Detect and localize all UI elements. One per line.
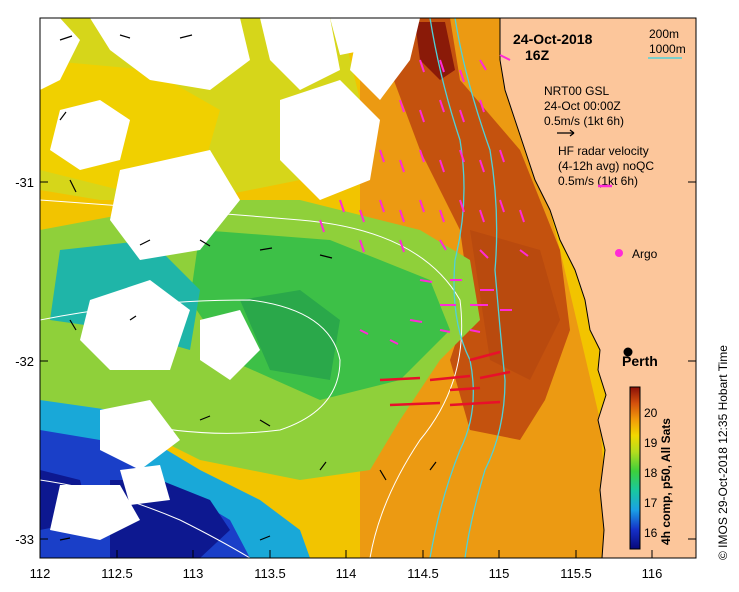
radar-vectors xyxy=(319,54,529,345)
x-tick-label: 112.5 xyxy=(101,566,133,581)
date-label: 24-Oct-2018 xyxy=(513,31,593,47)
x-tick-label: 116 xyxy=(642,566,663,581)
argo-label: Argo xyxy=(632,247,658,261)
credit-label: © IMOS 29-Oct-2018 12:35 Hobart Time xyxy=(716,345,730,560)
y-tick-label: -33 xyxy=(15,532,34,547)
plot-frame xyxy=(39,17,697,559)
perth-marker-icon xyxy=(623,347,633,357)
x-axis-labels: 112 112.5 113 113.5 114 114.5 115 115.5 … xyxy=(30,566,663,581)
y-tick-label: -32 xyxy=(15,354,34,369)
colorbar-tick-label: 19 xyxy=(644,436,658,450)
radar-jet-vectors xyxy=(379,350,511,407)
colorbar xyxy=(629,386,641,550)
x-tick-label: 114 xyxy=(336,566,357,581)
y-axis-labels: -31 -32 -33 xyxy=(15,175,34,547)
colorbar-tick-label: 16 xyxy=(644,526,658,540)
colorbar-title: 4h comp, p50, All Sats xyxy=(659,418,673,545)
gsl-note-line: 24-Oct 00:00Z xyxy=(544,99,621,113)
colorbar-tick-label: 18 xyxy=(644,466,658,480)
argo-marker-icon xyxy=(615,249,623,257)
axis-ticks xyxy=(39,181,696,558)
radar-note-line: (4-12h avg) noQC xyxy=(558,159,654,173)
radar-note-line: HF radar velocity xyxy=(558,144,649,158)
x-tick-label: 113.5 xyxy=(254,566,286,581)
perth-label: Perth xyxy=(622,353,658,369)
sst-field xyxy=(40,18,696,558)
colorbar-ticks: 20 19 18 17 16 xyxy=(644,406,658,540)
y-tick-label: -31 xyxy=(15,175,34,190)
time-label: 16Z xyxy=(525,47,550,63)
gsl-vectors xyxy=(59,34,437,541)
x-tick-label: 112 xyxy=(30,566,51,581)
x-tick-label: 115 xyxy=(489,566,510,581)
isobath-1000-label: 1000m xyxy=(649,42,686,56)
radar-note-line: 0.5m/s (1kt 6h) xyxy=(558,174,638,188)
x-tick-label: 115.5 xyxy=(560,566,592,581)
gsl-scale-arrowhead xyxy=(569,129,575,137)
x-tick-label: 113 xyxy=(183,566,204,581)
x-tick-label: 114.5 xyxy=(407,566,439,581)
isobath-200-label: 200m xyxy=(649,27,679,41)
colorbar-tick-label: 20 xyxy=(644,406,658,420)
colorbar-tick-label: 17 xyxy=(644,496,658,510)
gsl-note-line: NRT00 GSL xyxy=(544,84,609,98)
gsl-note-line: 0.5m/s (1kt 6h) xyxy=(544,114,624,128)
